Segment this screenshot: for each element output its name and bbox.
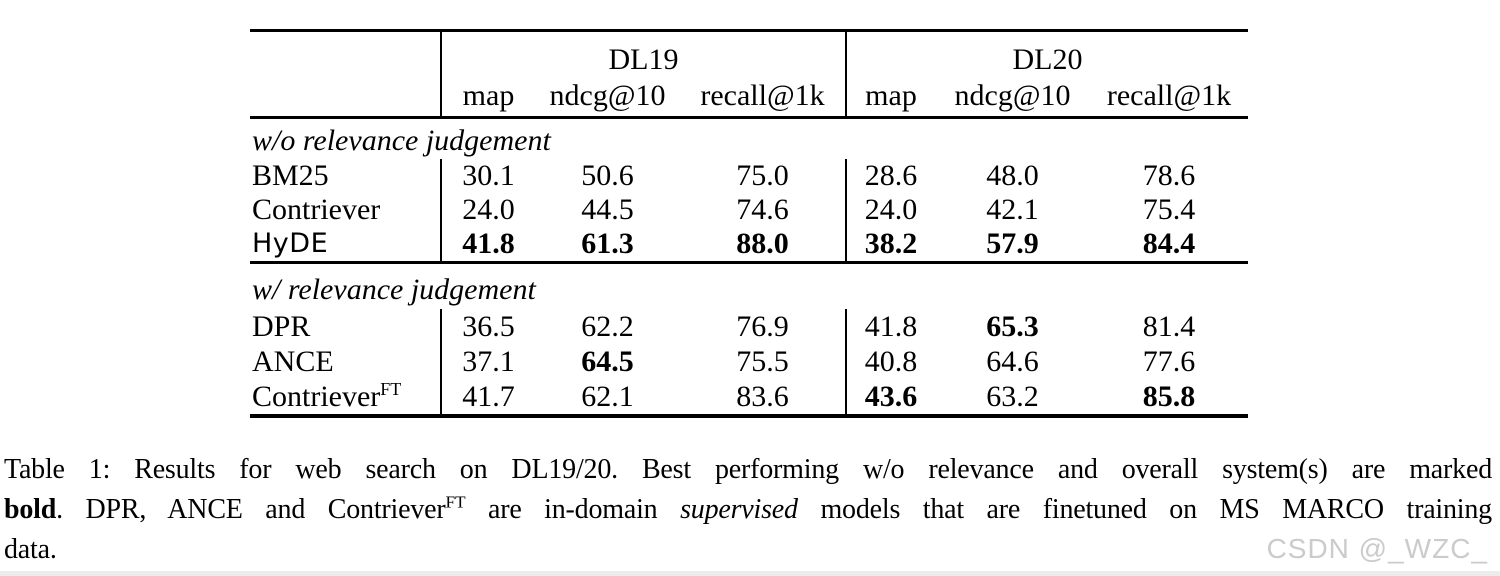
metric-value: 75.5 — [736, 345, 789, 378]
caption-italic-text: supervised — [680, 494, 798, 525]
caption-text: are in-domain — [465, 494, 681, 525]
metric-value: 42.1 — [986, 193, 1039, 226]
model-name: DPR — [252, 310, 311, 343]
page-bottom-strip — [0, 571, 1500, 576]
table-section-without-relevance: w/o relevance judgement BM25 30.1 50.6 75.0… — [250, 119, 1248, 261]
table-bottom-rule — [250, 414, 1248, 418]
metric-value: 40.8 — [845, 344, 935, 379]
column-header-recall1k: recall@1k — [1106, 79, 1232, 112]
model-name: ContrieverFT — [252, 379, 402, 413]
metric-value: 44.5 — [581, 193, 634, 226]
table-caption: Table 1: Results for web search on DL19/… — [4, 450, 1492, 570]
caption-line: bold. DPR, ANCE and ContrieverFT are in-… — [4, 490, 1492, 530]
metric-value: 41.8 — [845, 309, 935, 344]
metric-value: 84.4 — [1142, 227, 1196, 260]
metric-value: 77.6 — [1142, 345, 1196, 378]
csdn-watermark: CSDN @_WZC_ — [1266, 533, 1488, 564]
metric-value: 28.6 — [845, 159, 935, 193]
model-name: HyDE — [252, 228, 329, 259]
table-column-header-row: map ndcg@10 recall@1k map ndcg@10 recall… — [250, 78, 1248, 116]
table-section-rule — [250, 261, 1248, 264]
metric-value: 88.0 — [736, 227, 789, 260]
table-row: ContrieverFT 41.7 62.1 83.6 43.6 63.2 85.8 — [250, 379, 1248, 414]
model-superscript: FT — [380, 379, 402, 399]
metric-value: 48.0 — [986, 159, 1039, 192]
metric-value: 41.7 — [440, 379, 535, 414]
section-title: w/ relevance judgement — [252, 273, 536, 306]
table-header-rule — [250, 116, 1248, 119]
caption-line: data. — [4, 530, 1492, 570]
metric-value: 78.6 — [1142, 159, 1196, 192]
metric-value: 74.6 — [736, 193, 789, 226]
column-header-ndcg10: ndcg@10 — [954, 79, 1071, 112]
table-section-with-relevance: w/ relevance judgement DPR 36.5 62.2 76.9 41… — [250, 264, 1248, 414]
table-row: DPR 36.5 62.2 76.9 41.8 65.3 81.4 — [250, 309, 1248, 344]
metric-value: 43.6 — [845, 379, 935, 414]
column-header-ndcg10: ndcg@10 — [549, 79, 666, 112]
metric-value: 38.2 — [845, 227, 935, 261]
model-name: BM25 — [252, 159, 329, 192]
table-row: BM25 30.1 50.6 75.0 28.6 48.0 78.6 — [250, 159, 1248, 193]
table-row: Contriever 24.0 44.5 74.6 24.0 42.1 75.4 — [250, 193, 1248, 227]
metric-value: 50.6 — [581, 159, 634, 192]
metric-value: 37.1 — [440, 344, 535, 379]
metric-value: 64.5 — [581, 345, 634, 378]
column-header-recall1k: recall@1k — [700, 79, 825, 112]
table-top-rule — [250, 29, 1248, 32]
section-title-row: w/o relevance judgement — [250, 119, 1248, 159]
metric-value: 36.5 — [440, 309, 535, 344]
metric-value: 62.1 — [581, 380, 634, 413]
metric-value: 30.1 — [440, 159, 535, 193]
model-name: Contriever — [252, 193, 381, 226]
metric-value: 65.3 — [986, 310, 1039, 343]
group-header-dl19: DL19 — [440, 32, 845, 88]
metric-value: 76.9 — [736, 310, 789, 343]
caption-text: models that are finetuned on MS MARCO tr… — [797, 494, 1492, 525]
caption-text: . DPR, ANCE and Contriever — [56, 494, 446, 525]
column-header-map: map — [845, 78, 935, 116]
table-row: ANCE 37.1 64.5 75.5 40.8 64.6 77.6 — [250, 344, 1248, 379]
results-table: DL19 DL20 map ndcg@10 recall@1k map ndcg… — [250, 29, 1248, 418]
metric-value: 41.8 — [440, 227, 535, 261]
table-group-header-row: DL19 DL20 — [250, 32, 1248, 88]
caption-superscript: FT — [445, 492, 466, 512]
section-title: w/o relevance judgement — [252, 124, 551, 157]
caption-bold-text: bold — [4, 494, 57, 525]
model-name: ANCE — [252, 345, 334, 378]
empty-header-cell — [250, 78, 440, 116]
metric-value: 75.4 — [1142, 193, 1196, 226]
metric-value: 61.3 — [581, 227, 634, 260]
metric-value: 83.6 — [736, 380, 789, 413]
column-header-map: map — [440, 78, 535, 116]
metric-value: 64.6 — [986, 345, 1039, 378]
caption-line: Table 1: Results for web search on DL19/… — [4, 450, 1492, 490]
table-row: HyDE 41.8 61.3 88.0 38.2 57.9 84.4 — [250, 227, 1248, 261]
metric-value: 81.4 — [1142, 310, 1196, 343]
metric-value: 75.0 — [736, 159, 789, 192]
section-title-row: w/ relevance judgement — [250, 264, 1248, 309]
metric-value: 63.2 — [986, 380, 1039, 413]
metric-value: 24.0 — [845, 193, 935, 227]
metric-value: 24.0 — [440, 193, 535, 227]
caption-text: Table 1: Results for web search on DL19/… — [4, 454, 1492, 485]
metric-value: 57.9 — [986, 227, 1039, 260]
group-header-dl20: DL20 — [845, 32, 1248, 88]
section-rows: DPR 36.5 62.2 76.9 41.8 65.3 81.4 ANCE 37.1 64.5 7… — [250, 309, 1248, 414]
metric-value: 62.2 — [581, 310, 634, 343]
metric-value: 85.8 — [1142, 380, 1196, 413]
section-rows: BM25 30.1 50.6 75.0 28.6 48.0 78.6 Contriever 24… — [250, 159, 1248, 261]
caption-text: data. — [4, 534, 57, 565]
